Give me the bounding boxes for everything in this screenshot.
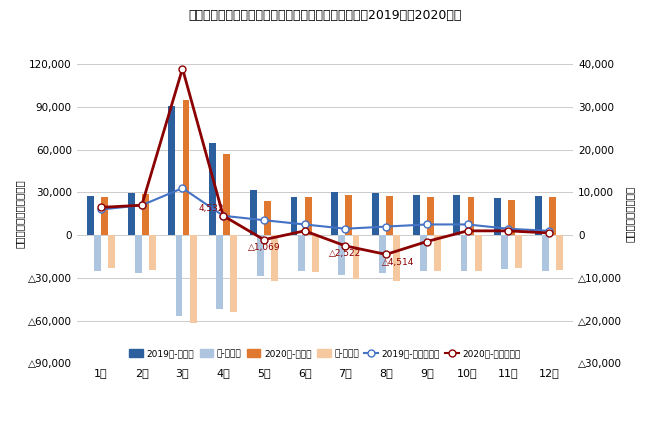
Text: △1,069: △1,069 — [248, 243, 280, 252]
2020年-転入超過数 — [97, 205, 105, 210]
Bar — [494, 198, 501, 235]
Bar — [501, 235, 508, 269]
Bar — [346, 194, 352, 235]
Bar — [339, 235, 345, 275]
Bar — [549, 197, 556, 235]
2019年-転入超過数 — [545, 228, 553, 233]
2020年-転入超過数 — [341, 243, 349, 248]
Bar — [393, 235, 400, 281]
Bar — [135, 235, 142, 273]
2020年-転入超過数 — [423, 239, 431, 244]
Bar — [467, 197, 474, 235]
Bar — [264, 201, 271, 235]
2019年-転入超過数 — [138, 203, 146, 208]
Bar — [542, 235, 549, 271]
Bar — [190, 235, 196, 324]
Bar — [291, 197, 297, 235]
Text: 『図２』東京都の転入・転出者・転入超過数（総数、2019年・2020年）: 『図２』東京都の転入・転出者・転入超過数（総数、2019年・2020年） — [188, 9, 462, 22]
Bar — [515, 235, 523, 268]
Bar — [413, 194, 419, 235]
2019年-転入超過数 — [463, 222, 471, 227]
Bar — [257, 235, 264, 276]
Bar — [109, 235, 115, 268]
2020年-転入超過数 — [504, 228, 512, 233]
Text: △2,522: △2,522 — [330, 249, 361, 258]
Bar — [271, 235, 278, 281]
2019年-転入超過数 — [97, 207, 105, 212]
Bar — [168, 105, 176, 235]
2020年-転入超過数 — [301, 228, 309, 233]
Bar — [535, 196, 541, 235]
Bar — [94, 235, 101, 271]
Bar — [250, 190, 257, 235]
Bar — [474, 235, 482, 271]
Bar — [353, 235, 359, 279]
Bar — [460, 235, 467, 271]
Bar — [427, 197, 434, 235]
Legend: 2019年-転入者, 同-転出者, 2020年-転入者, 同-転出者, 2019年-転入超過数, 2020年-転入超過数: 2019年-転入者, 同-転出者, 2020年-転入者, 同-転出者, 2019… — [125, 346, 525, 362]
Bar — [508, 200, 515, 235]
Bar — [312, 235, 318, 272]
2020年-転入超過数 — [138, 203, 146, 208]
Bar — [332, 192, 338, 235]
2019年-転入超過数 — [504, 226, 512, 231]
2019年-転入超過数 — [382, 224, 390, 229]
Bar — [379, 235, 386, 273]
Bar — [176, 235, 183, 316]
Bar — [87, 196, 94, 235]
Y-axis label: （転入超過数；人）: （転入超過数；人） — [625, 186, 635, 242]
2019年-転入超過数 — [219, 213, 227, 218]
2019年-転入超過数 — [301, 222, 309, 227]
Line: 2020年-転入超過数: 2020年-転入超過数 — [98, 65, 552, 258]
Text: 4,532: 4,532 — [198, 203, 224, 213]
Bar — [101, 197, 108, 235]
Bar — [209, 143, 216, 235]
2020年-転入超過数 — [260, 237, 268, 242]
Y-axis label: （転入・転出者数；人）: （転入・転出者数；人） — [15, 179, 25, 248]
Bar — [298, 235, 304, 271]
2020年-転入超過数 — [463, 228, 471, 233]
2019年-転入超過数 — [423, 222, 431, 227]
Bar — [216, 235, 223, 309]
Bar — [142, 194, 149, 235]
2020年-転入超過数 — [219, 213, 227, 218]
2019年-転入超過数 — [179, 186, 187, 191]
Bar — [372, 193, 379, 235]
2020年-転入超過数 — [179, 66, 187, 71]
Text: △4,514: △4,514 — [382, 257, 415, 267]
Line: 2019年-転入超過数: 2019年-転入超過数 — [98, 184, 552, 234]
Bar — [305, 197, 311, 235]
Bar — [556, 235, 563, 270]
2019年-転入超過数 — [260, 218, 268, 223]
Bar — [127, 193, 135, 235]
Bar — [386, 196, 393, 235]
2020年-転入超過数 — [545, 230, 553, 235]
Bar — [224, 154, 230, 235]
Bar — [420, 235, 426, 271]
Bar — [231, 235, 237, 312]
Bar — [434, 235, 441, 271]
2019年-転入超過数 — [341, 226, 349, 231]
2020年-転入超過数 — [382, 252, 390, 257]
Bar — [149, 235, 156, 270]
Bar — [454, 194, 460, 235]
Bar — [183, 100, 190, 235]
